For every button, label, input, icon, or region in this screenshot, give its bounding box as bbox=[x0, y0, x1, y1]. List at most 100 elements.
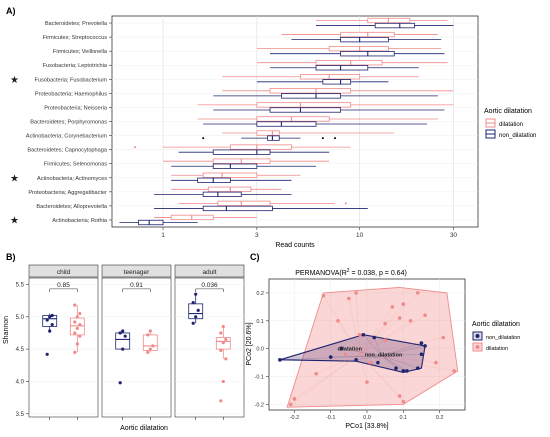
point-dilatation bbox=[78, 311, 82, 316]
taxon-label-bacteroidetes-porphyromonas: Bacteroidetes; Porphyromonas bbox=[30, 120, 107, 126]
box-dilatation bbox=[300, 74, 361, 80]
point-non-dilatation bbox=[48, 315, 52, 319]
point-dilatation bbox=[219, 348, 223, 353]
box-non-dilatation bbox=[374, 22, 415, 29]
point-dilatation bbox=[314, 371, 318, 376]
y-tick-label: 0.2 bbox=[256, 291, 264, 297]
point-dilatation bbox=[73, 303, 77, 307]
panel-a-x-ticks: 1 3 10 30 bbox=[161, 227, 457, 239]
box-dilatation bbox=[256, 102, 352, 108]
spider-line-non-dilatation bbox=[356, 355, 382, 360]
box-non-dilatation bbox=[212, 149, 271, 155]
box-non-dilatation bbox=[115, 332, 131, 350]
spider-line-non-dilatation bbox=[374, 337, 382, 356]
x-tick-label: 1 bbox=[161, 232, 165, 239]
spider-line-dilatation bbox=[359, 354, 400, 397]
outlier-non-dilatation bbox=[202, 137, 205, 140]
box-dilatation bbox=[256, 130, 280, 136]
point-dilatation bbox=[292, 397, 297, 401]
point-dilatation bbox=[73, 350, 77, 354]
taxon-label-firmicutes-selenomonas: Firmicutes; Selenomonas bbox=[44, 162, 107, 168]
panel-c-gridlines bbox=[269, 279, 465, 410]
point-non-dilatation bbox=[118, 331, 122, 335]
taxon-label-actinobacteria-corynebacterium: Actinobacteria; Corynebacterium bbox=[26, 134, 107, 140]
spider-line-dilatation bbox=[359, 337, 444, 355]
facet-strip bbox=[28, 264, 99, 278]
box-non-dilatation bbox=[340, 36, 389, 43]
box-non-dilatation bbox=[138, 219, 164, 226]
point-non-dilatation bbox=[45, 318, 49, 322]
spider-line-dilatation bbox=[359, 354, 404, 402]
point-dilatation bbox=[401, 302, 406, 306]
y-tick-label: 3.5 bbox=[16, 412, 25, 418]
spider-line-non-dilatation bbox=[381, 355, 408, 372]
point-non-dilatation bbox=[361, 332, 366, 337]
taxon-label-fusobacteria-fusobacterium: Fusobacteria; Fusobacterium bbox=[35, 77, 108, 83]
spider-line-dilatation bbox=[359, 340, 386, 355]
legend-c-dot-dilatation bbox=[475, 345, 480, 349]
spider-line-dilatation bbox=[316, 354, 360, 374]
spider-line-dilatation bbox=[348, 298, 360, 355]
taxon-label-proteobacteria-haemophilus: Proteobacteria; Haemophilus bbox=[35, 91, 107, 97]
taxon-label-fusobacteria-leptotrichia: Fusobacteria; Leptotrichia bbox=[43, 63, 108, 69]
spider-line-dilatation bbox=[359, 303, 404, 355]
panel-c-legend: Aortic dilatation non_dilatation dilatat… bbox=[472, 321, 520, 352]
x-tick-label: 0.2 bbox=[436, 415, 444, 421]
point-non-dilatation bbox=[121, 347, 125, 351]
y-tick-label: 0.1 bbox=[256, 319, 264, 325]
point-non-dilatation bbox=[48, 329, 52, 333]
point-dilatation bbox=[221, 379, 225, 384]
panel-a-legend: Aortic dilatation dilatation non_dilatat… bbox=[484, 108, 536, 139]
legend-a-title: Aortic dilatation bbox=[484, 108, 532, 115]
taxon-label-actinobacteria-actinomyces: Actinobacteria; Actinomyces bbox=[37, 176, 107, 182]
point-dilatation bbox=[148, 347, 152, 351]
taxon-label-proteobacteria-neisseria: Proteobacteria; Neisseria bbox=[44, 105, 108, 111]
panel-b-shannon-boxplot: Shannon 3.5 4.0 4.5 5.0 5.5 child 0.85 teenage… bbox=[3, 264, 245, 432]
p-value-label: 0.85 bbox=[57, 282, 70, 289]
spider-line-non-dilatation bbox=[381, 355, 397, 369]
spider-line-non-dilatation bbox=[330, 355, 382, 358]
point-dilatation bbox=[423, 313, 427, 318]
panel-a-read-counts-boxplot: Bacteroidetes; Prevotella Firmicutes; Str… bbox=[10, 15, 536, 249]
spider-line-dilatation bbox=[294, 354, 360, 399]
point-dilatation bbox=[416, 291, 420, 295]
spider-line-dilatation bbox=[355, 292, 360, 355]
spider-line-non-dilatation bbox=[381, 345, 426, 356]
spider-line-dilatation bbox=[359, 354, 436, 363]
point-dilatation bbox=[390, 305, 395, 309]
panel-b-x-axis-title: Aortic dilatation bbox=[120, 425, 168, 432]
outlier-non-dilatation bbox=[334, 137, 337, 140]
box-dilatation bbox=[207, 186, 252, 192]
point-non-dilatation bbox=[118, 381, 122, 385]
box-non-dilatation bbox=[269, 107, 341, 113]
spider-line-non-dilatation bbox=[381, 355, 404, 372]
taxon-label-firmicutes-veillonella: Firmicutes; Veillonella bbox=[53, 49, 108, 55]
point-dilatation bbox=[336, 319, 340, 323]
panel-a-taxa-labels: Bacteroidetes; Prevotella Firmicutes; Str… bbox=[10, 21, 112, 226]
point-non-dilatation bbox=[372, 335, 377, 340]
point-dilatation bbox=[75, 342, 79, 346]
point-non-dilatation bbox=[376, 360, 380, 365]
point-non-dilatation bbox=[194, 292, 198, 296]
spider-line-dilatation bbox=[359, 354, 455, 372]
point-non-dilatation bbox=[401, 369, 406, 373]
significance-star-icon: ★ bbox=[10, 173, 19, 184]
facet-teenager: teenager 0.91 bbox=[101, 264, 172, 420]
point-non-dilatation bbox=[45, 352, 49, 356]
panel-c-points bbox=[278, 291, 456, 407]
point-dilatation bbox=[78, 334, 82, 338]
point-dilatation bbox=[354, 291, 358, 295]
legend-c-label-non-dilatation: non_dilatation bbox=[486, 335, 520, 341]
panel-c-ticks: -0.2 -0.1 0.0 0.1 0.2 -0.2 -0.1 0.0 0.1 0.2 bbox=[255, 291, 444, 421]
x-tick-label: 0.1 bbox=[399, 415, 407, 421]
point-dilatation bbox=[221, 341, 225, 345]
point-dilatation bbox=[146, 350, 150, 354]
box-non-dilatation bbox=[212, 163, 258, 169]
spider-line-non-dilatation bbox=[381, 342, 422, 356]
facet-adult: adult 0.036 bbox=[174, 264, 245, 420]
y-tick-label: -0.2 bbox=[255, 402, 264, 408]
point-dilatation bbox=[368, 360, 373, 365]
p-value-label: 0.91 bbox=[130, 282, 143, 289]
point-dilatation bbox=[434, 360, 438, 365]
